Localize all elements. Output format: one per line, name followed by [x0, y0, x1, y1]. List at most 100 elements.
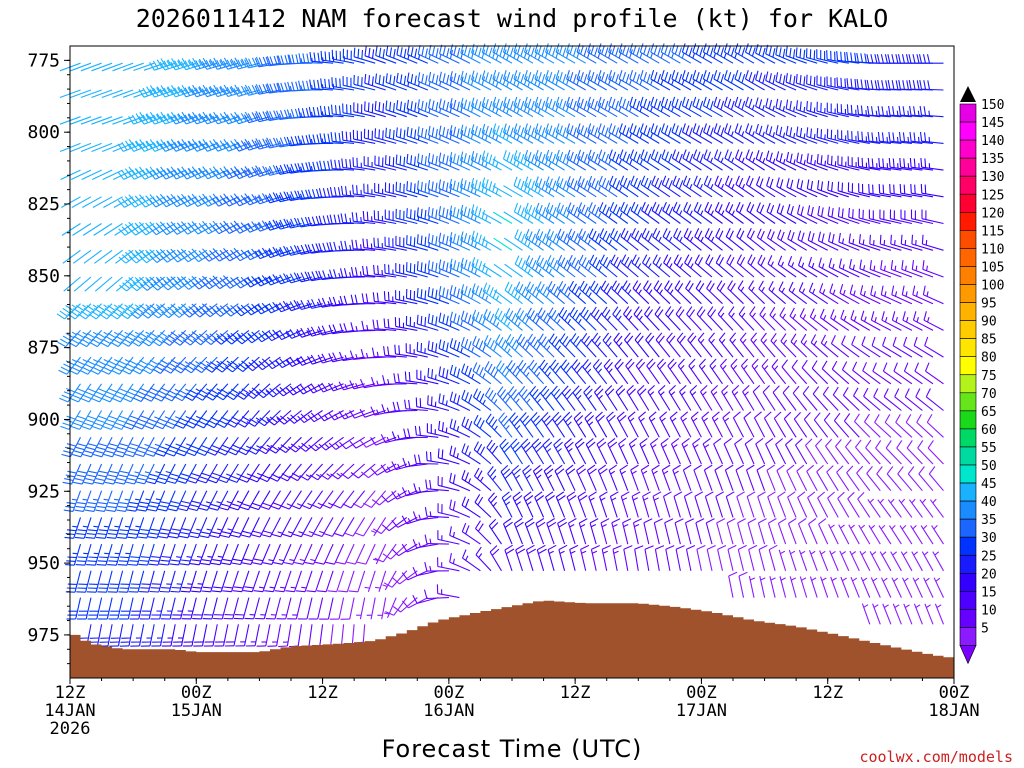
barb-full-flag — [127, 536, 137, 539]
wind-barb — [66, 597, 82, 620]
barb-full-flag — [170, 359, 180, 365]
barb-full-flag — [157, 449, 167, 454]
barb-full-flag — [258, 112, 264, 121]
wind-barb — [362, 210, 386, 225]
wind-barb — [356, 543, 376, 565]
barb-full-flag — [283, 218, 289, 228]
barb-full-flag — [176, 420, 186, 426]
wind-barb — [366, 597, 376, 620]
barb-shaft — [80, 142, 102, 153]
barb-full-flag — [290, 191, 295, 201]
barb-full-flag — [191, 88, 197, 98]
barb-full-flag — [223, 139, 230, 148]
barb-full-flag — [244, 193, 251, 202]
wind-barb — [222, 111, 250, 125]
barb-full-flag — [345, 131, 348, 141]
barb-shaft — [122, 62, 144, 72]
barb-full-flag — [359, 378, 365, 388]
barb-full-flag — [106, 478, 116, 482]
barb-full-flag — [328, 52, 331, 62]
wind-barb — [150, 597, 166, 620]
barb-full-flag — [395, 154, 398, 164]
wind-barb — [299, 463, 324, 481]
barb-full-flag — [65, 305, 74, 312]
barb-full-flag — [234, 337, 243, 345]
barb-full-flag — [135, 140, 142, 149]
barb-full-flag — [370, 377, 375, 387]
barb-full-flag — [300, 217, 306, 227]
barb-full-flag — [115, 307, 124, 314]
barb-full-flag — [352, 157, 355, 167]
barb-full-flag — [132, 226, 140, 234]
barb-full-flag — [78, 341, 87, 348]
barb-full-flag — [195, 87, 201, 96]
wind-barb — [81, 169, 102, 180]
barb-full-flag — [233, 198, 240, 207]
wind-barb — [340, 185, 365, 198]
barb-full-flag — [315, 216, 320, 226]
barb-shaft — [80, 116, 102, 125]
barb-half-flag — [208, 60, 213, 66]
barb-half-flag — [134, 331, 140, 336]
barb-full-flag — [202, 138, 209, 148]
barb-half-flag — [334, 384, 338, 390]
barb-half-flag — [187, 60, 192, 66]
barb-full-flag — [230, 360, 239, 367]
barb-full-flag — [161, 311, 170, 319]
barb-full-flag — [352, 184, 354, 194]
barb-full-flag — [93, 394, 103, 400]
barb-full-flag — [316, 134, 320, 144]
wind-barb — [222, 570, 239, 593]
wind-barb — [225, 383, 250, 401]
barb-full-flag — [125, 307, 134, 314]
wind-barb — [215, 410, 239, 428]
barb-full-flag — [244, 59, 249, 69]
barb-full-flag — [364, 73, 367, 84]
barb-full-flag — [360, 349, 365, 359]
barb-full-flag — [387, 291, 390, 302]
barb-full-flag — [201, 472, 211, 477]
wind-barb — [231, 543, 250, 566]
barb-full-flag — [308, 444, 317, 452]
barb-full-flag — [382, 49, 385, 59]
barb-half-flag — [349, 217, 352, 223]
barb-shaft — [70, 89, 92, 99]
barb-full-flag — [243, 169, 250, 178]
barb-full-flag — [338, 590, 348, 593]
barb-full-flag — [289, 328, 296, 338]
barb-half-flag — [355, 382, 359, 389]
barb-full-flag — [254, 195, 261, 205]
barb-full-flag — [209, 333, 218, 340]
wind-barb — [83, 463, 103, 485]
barb-full-flag — [371, 347, 375, 357]
wind-barb — [353, 74, 376, 91]
barb-full-flag — [143, 424, 153, 430]
barb-full-flag — [67, 470, 77, 474]
barb-half-flag — [229, 60, 234, 66]
wind-barb — [61, 223, 81, 236]
barb-full-flag — [188, 113, 195, 122]
barb-full-flag — [385, 127, 387, 138]
barb-full-flag — [276, 389, 284, 397]
wind-barb — [320, 50, 344, 64]
wind-barb — [98, 597, 113, 620]
barb-full-flag — [317, 79, 320, 90]
barb-full-flag — [145, 393, 155, 399]
barb-full-flag — [195, 224, 202, 233]
barb-full-flag — [294, 190, 299, 200]
wind-barb — [254, 247, 281, 260]
barb-full-flag — [178, 476, 188, 481]
wind-barb — [219, 517, 239, 538]
barb-full-flag — [98, 443, 108, 447]
barb-full-flag — [409, 236, 412, 246]
barb-full-flag — [117, 536, 127, 539]
barb-full-flag — [56, 313, 66, 320]
barb-full-flag — [437, 448, 440, 458]
barb-full-flag — [264, 276, 271, 286]
barb-full-flag — [160, 139, 167, 148]
barb-full-flag — [117, 171, 125, 180]
barb-full-flag — [350, 472, 359, 479]
barb-full-flag — [333, 241, 337, 252]
barb-full-flag — [329, 241, 333, 252]
barb-full-flag — [265, 194, 271, 204]
